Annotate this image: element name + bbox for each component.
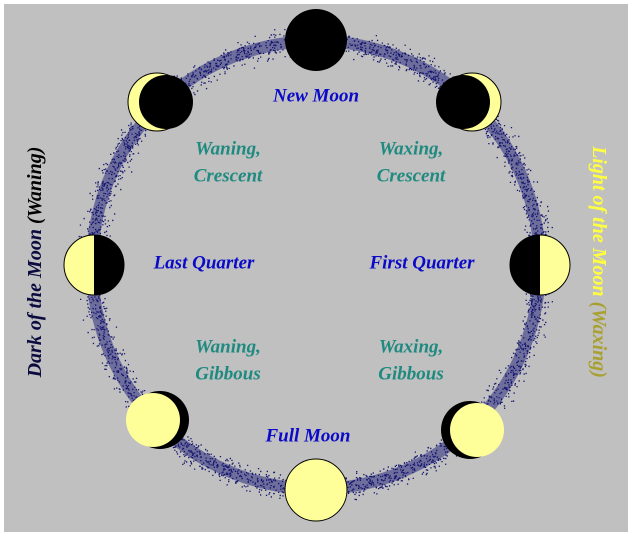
side-text: Dark of the Moon	[24, 229, 46, 378]
side-label: Dark of the Moon (Waning)	[24, 147, 46, 379]
region-label: Waning,	[195, 336, 261, 357]
waxing-gibbous-icon	[441, 401, 504, 459]
region-label: Crescent	[194, 165, 263, 186]
new-moon-icon	[285, 9, 347, 71]
phase-label: First Quarter	[368, 252, 475, 273]
side-paren: (Waning)	[24, 147, 46, 224]
side-text: Light of the Moon	[588, 145, 610, 297]
last-quarter-icon	[64, 235, 124, 295]
region-label: Gibbous	[378, 363, 443, 384]
region-label: Gibbous	[195, 363, 260, 384]
region-label: Waning,	[195, 138, 261, 159]
first-quarter-icon	[510, 235, 570, 295]
phase-label: Full Moon	[264, 425, 350, 446]
side-label: Light of the Moon (Waxing)	[588, 145, 610, 378]
waning-gibbous-icon	[126, 391, 189, 449]
waning-crescent-icon	[128, 73, 193, 131]
phase-label: New Moon	[272, 85, 359, 106]
phase-label: Last Quarter	[153, 252, 255, 273]
region-label: Crescent	[377, 165, 446, 186]
moon-phase-diagram: New Moon First Quarter Full Moon Last Qu…	[0, 0, 632, 536]
region-label: Waxing,	[379, 336, 444, 357]
region-label: Waxing,	[379, 138, 444, 159]
waxing-crescent-icon	[436, 73, 501, 131]
side-paren: (Waxing)	[588, 302, 610, 378]
full-moon-icon	[285, 459, 347, 521]
